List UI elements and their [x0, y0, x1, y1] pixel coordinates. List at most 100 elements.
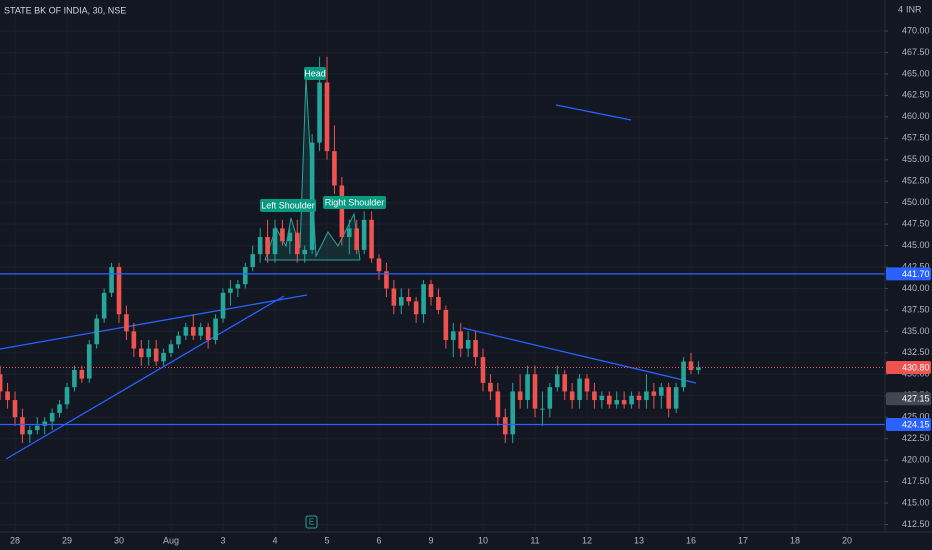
trend-line — [555, 104, 632, 121]
candle-body — [183, 327, 189, 336]
x-tick-label: 30 — [114, 535, 124, 545]
candle-body — [376, 258, 382, 272]
x-axis: 28 29 30 Aug 3 4 5 6 9 10 11 12 13 16 17 18 20 — [10, 535, 852, 545]
candles — [0, 56, 701, 443]
x-tick-label: 29 — [62, 535, 72, 545]
candle-body — [5, 391, 10, 401]
candle-body — [421, 284, 426, 315]
candle-body — [502, 417, 508, 435]
candle-body — [428, 284, 434, 298]
candle-body — [480, 357, 486, 383]
indicator-icon[interactable]: E — [305, 515, 318, 529]
trend-line — [462, 327, 697, 384]
candle-body — [79, 370, 85, 379]
y-tick-label: 452.50 — [902, 176, 930, 186]
candle-body — [443, 309, 449, 340]
candle-body — [42, 421, 48, 426]
candle-body — [369, 219, 374, 259]
label-box — [260, 199, 316, 212]
y-tick-label: 465.00 — [902, 68, 930, 78]
candle-body — [49, 412, 55, 422]
candle-body — [547, 387, 553, 409]
label-box — [323, 196, 386, 209]
price-tag-box — [886, 267, 931, 281]
y-tick-label: 447.50 — [902, 218, 930, 228]
x-tick-label: 28 — [10, 535, 20, 545]
candle-body — [540, 408, 545, 410]
candle-body — [651, 391, 657, 396]
x-tick-label: 18 — [790, 535, 800, 545]
candle-body — [213, 318, 218, 340]
candle-body — [176, 335, 181, 345]
y-tick-label: 470.00 — [902, 25, 930, 35]
candle-body — [27, 430, 33, 435]
candle-body — [324, 82, 330, 152]
candle-body — [205, 327, 211, 340]
y-tick-label: 422.50 — [902, 433, 930, 443]
candle-body — [458, 331, 464, 349]
x-tick-label: 9 — [428, 535, 433, 545]
y-tick-label: 412.50 — [902, 519, 930, 529]
price-tag: 427.15 — [886, 392, 931, 406]
x-tick-label: 17 — [738, 535, 748, 545]
y-tick-label: 415.00 — [902, 497, 930, 507]
candle-body — [101, 292, 107, 319]
candle-body — [302, 249, 308, 255]
candle-body — [346, 228, 352, 237]
candle-body — [339, 185, 345, 237]
x-tick-label: 16 — [686, 535, 696, 545]
candle-body — [406, 297, 412, 302]
candle-body — [391, 288, 397, 306]
candle-body — [577, 378, 582, 401]
candle-body — [621, 400, 627, 405]
candle-body — [317, 82, 322, 143]
candle-body — [599, 395, 605, 401]
candle-body — [673, 387, 679, 409]
candle-body — [309, 142, 315, 250]
candle-body — [532, 374, 538, 409]
y-tick-label: 435.00 — [902, 326, 930, 336]
x-tick-label: 5 — [324, 535, 329, 545]
candle-body — [220, 292, 226, 319]
candle-body — [584, 378, 590, 392]
levels — [0, 273, 885, 426]
candle-body — [488, 382, 493, 392]
candle-body — [592, 391, 597, 401]
candle-body — [644, 391, 649, 401]
events-icon[interactable] — [305, 515, 318, 529]
price-tag-label: 427.15 — [902, 394, 930, 404]
candle-body — [413, 301, 419, 315]
candle-body — [116, 267, 122, 315]
candle-body — [696, 367, 701, 371]
candle-body — [562, 374, 568, 392]
candle-body — [153, 348, 159, 362]
x-tick-label: 3 — [220, 535, 225, 545]
x-tick-label: 10 — [478, 535, 488, 545]
candle-body — [235, 284, 241, 289]
candle-body — [332, 151, 337, 186]
y-tick-label: 442.50 — [902, 261, 930, 271]
candle-body — [228, 288, 233, 293]
candle-body — [131, 331, 137, 349]
candle-body — [465, 339, 471, 349]
candle-body — [510, 391, 516, 435]
y-tick-label: 450.00 — [902, 197, 930, 207]
price-tag-label: 430.80 — [902, 362, 930, 372]
y-tick-label: 420.00 — [902, 455, 930, 465]
candle-body — [198, 327, 204, 336]
y-tick-label: 455.00 — [902, 154, 930, 164]
candle-body — [436, 297, 441, 310]
x-tick-label: 13 — [634, 535, 644, 545]
grid — [0, 0, 885, 532]
x-tick-label: 20 — [842, 535, 852, 545]
candle-body — [525, 374, 530, 401]
candle-body — [294, 232, 300, 255]
candle-body — [569, 391, 575, 401]
candle-body — [384, 271, 389, 289]
price-tag-label: 441.70 — [902, 269, 930, 279]
y-tick-label: 467.50 — [902, 47, 930, 57]
candle-body — [614, 400, 620, 405]
candle-body — [272, 228, 278, 255]
price-tag: 424.15 — [886, 418, 931, 432]
